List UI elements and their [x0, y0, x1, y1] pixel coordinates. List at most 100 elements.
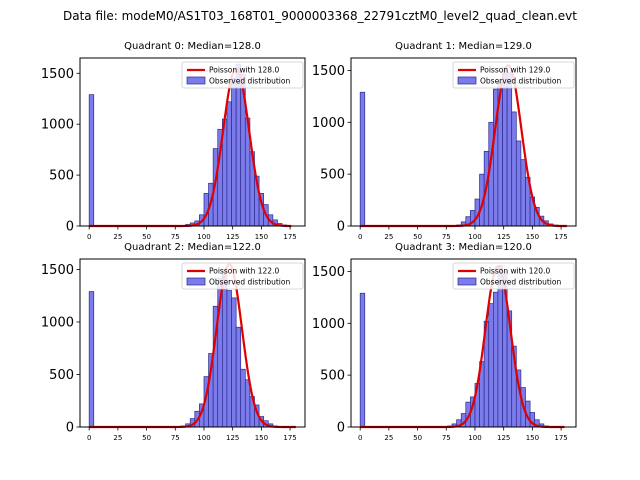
- legend-label: Observed distribution: [480, 278, 561, 287]
- y-tick-label: 0: [66, 220, 74, 235]
- quadrant-0-legend: Poisson with 128.0 Observed distribution: [181, 61, 304, 89]
- legend-bar-swatch: [457, 76, 477, 85]
- x-tick-label: 75: [442, 434, 451, 442]
- histogram-bar: [520, 159, 526, 227]
- x-tick-label: 125: [226, 434, 239, 442]
- legend-box: [452, 262, 575, 290]
- y-tick-label: 1500: [41, 67, 74, 82]
- x-tick-label: 175: [554, 434, 567, 442]
- legend-label: Observed distribution: [209, 77, 290, 86]
- quadrant-0-histogram: [88, 63, 287, 227]
- quadrant-0-axes-frame: [79, 57, 306, 227]
- y-tick-label: 500: [49, 368, 74, 383]
- x-tick-label: 50: [413, 233, 422, 241]
- x-tick-label: 150: [255, 233, 268, 241]
- quadrant-1-legend: Poisson with 129.0 Observed distribution: [452, 61, 575, 89]
- quadrant-0-panel: Quadrant 0: Median=128.0 0 500 1000 1500 0 25 5…: [41, 41, 306, 241]
- x-tick-label: 125: [497, 233, 510, 241]
- figure-suptitle: Data file: modeM0/AS1T03_168T01_90000033…: [63, 9, 577, 23]
- histogram-bar: [493, 291, 499, 428]
- y-tick-label: 1500: [312, 265, 345, 280]
- histogram-bar: [497, 264, 503, 428]
- legend-box: [181, 262, 304, 290]
- histogram-bar: [231, 297, 237, 428]
- quadrant-2-panel: Quadrant 2: Median=122.0 0 500 1000 1500 0 25 5…: [41, 242, 306, 442]
- legend-label: Observed distribution: [209, 278, 290, 287]
- y-tick-label: 1000: [41, 316, 74, 331]
- x-tick-label: 0: [358, 434, 362, 442]
- y-tick-label: 0: [337, 220, 345, 235]
- legend-label: Observed distribution: [480, 77, 561, 86]
- histogram-bar: [488, 303, 494, 428]
- x-tick-label: 75: [171, 434, 180, 442]
- x-tick-label: 25: [113, 233, 122, 241]
- quadrant-1-axes-frame: [350, 57, 577, 227]
- histogram-bar: [515, 140, 522, 227]
- x-tick-label: 50: [142, 233, 151, 241]
- x-tick-label: 175: [283, 434, 296, 442]
- histogram-bar: [226, 290, 232, 428]
- histogram-bar: [235, 326, 242, 428]
- histogram-bar: [502, 66, 508, 227]
- quadrant-2-title: Quadrant 2: Median=122.0: [124, 242, 261, 253]
- legend-box: [452, 61, 575, 89]
- histogram-bar: [226, 101, 232, 227]
- y-tick-label: 500: [320, 369, 345, 384]
- x-tick-label: 0: [358, 233, 362, 241]
- legend-box: [181, 61, 304, 89]
- quadrant-3-legend: Poisson with 120.0 Observed distribution: [452, 262, 575, 290]
- x-tick-label: 100: [197, 434, 210, 442]
- quadrant-3-histogram: [359, 264, 549, 428]
- histogram-bar: [222, 269, 228, 428]
- quadrant-3-title: Quadrant 3: Median=120.0: [395, 242, 532, 253]
- quadrant-1-title: Quadrant 1: Median=129.0: [395, 41, 532, 52]
- quadrant-3-panel: Quadrant 3: Median=120.0 0 500 1000 1500 0 25 5…: [312, 242, 577, 442]
- x-tick-label: 125: [226, 233, 239, 241]
- quadrant-0-title: Quadrant 0: Median=128.0: [124, 41, 261, 52]
- x-tick-label: 50: [142, 434, 151, 442]
- y-tick-label: 1500: [41, 263, 74, 278]
- histogram-bar: [231, 78, 237, 227]
- x-tick-label: 25: [384, 233, 393, 241]
- histogram-bar: [240, 368, 246, 428]
- histogram-bar: [359, 91, 366, 227]
- y-tick-label: 1000: [312, 116, 345, 131]
- x-tick-label: 25: [113, 434, 122, 442]
- legend-bar-swatch: [186, 277, 206, 286]
- x-tick-label: 175: [554, 233, 567, 241]
- x-tick-label: 150: [526, 233, 539, 241]
- legend-bar-swatch: [457, 277, 477, 286]
- x-tick-label: 0: [87, 434, 91, 442]
- x-tick-label: 150: [255, 434, 268, 442]
- y-tick-label: 0: [337, 421, 345, 436]
- legend-label: Poisson with 128.0: [209, 66, 279, 75]
- quadrant-2-legend: Poisson with 122.0 Observed distribution: [181, 262, 304, 290]
- y-tick-label: 500: [49, 169, 74, 184]
- quadrant-1-panel: Quadrant 1: Median=129.0 0 500 1000 1500 0 25 5…: [312, 41, 577, 241]
- y-tick-label: 1500: [312, 64, 345, 79]
- x-tick-label: 75: [171, 233, 180, 241]
- x-tick-label: 75: [442, 233, 451, 241]
- x-tick-label: 175: [283, 233, 296, 241]
- y-tick-label: 1000: [41, 118, 74, 133]
- legend-label: Poisson with 129.0: [480, 66, 550, 75]
- histogram-bar: [244, 379, 251, 428]
- x-tick-label: 25: [384, 434, 393, 442]
- quadrant-3-axes-frame: [350, 258, 577, 428]
- histogram-bar: [506, 72, 513, 227]
- quadrant-2-axes-frame: [79, 258, 306, 428]
- histogram-bar: [88, 291, 95, 428]
- x-tick-label: 100: [468, 233, 481, 241]
- x-tick-label: 50: [413, 434, 422, 442]
- y-tick-label: 0: [66, 421, 74, 436]
- x-tick-label: 0: [87, 233, 91, 241]
- histogram-bar: [88, 94, 95, 227]
- legend-label: Poisson with 120.0: [480, 267, 550, 276]
- legend-bar-swatch: [186, 76, 206, 85]
- legend-label: Poisson with 122.0: [209, 267, 279, 276]
- y-tick-label: 500: [320, 168, 345, 183]
- y-tick-label: 1000: [312, 317, 345, 332]
- histogram-bar: [359, 292, 366, 428]
